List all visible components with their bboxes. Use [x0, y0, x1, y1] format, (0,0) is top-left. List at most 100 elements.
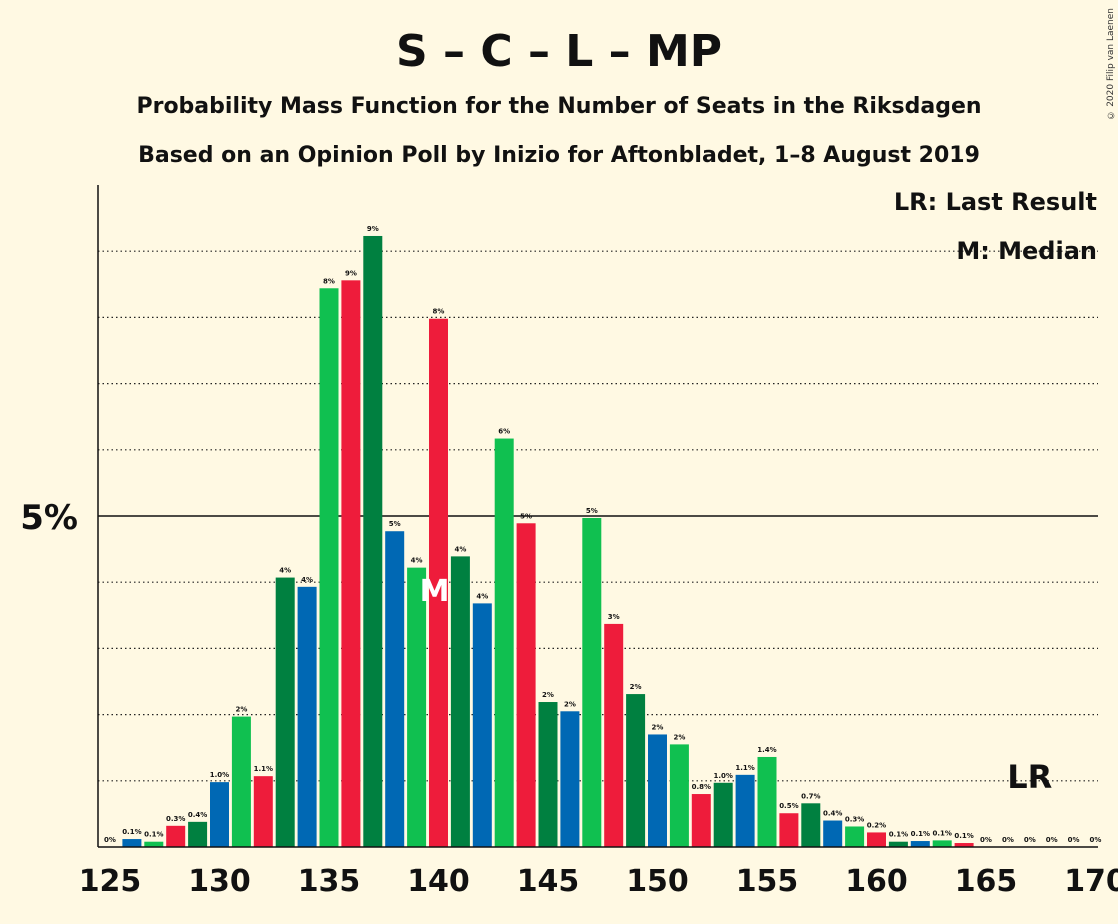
x-tick-label-155: 155 — [736, 864, 799, 899]
last-result-marker: LR — [1007, 758, 1052, 796]
x-tick-label-125: 125 — [79, 864, 142, 899]
data-label-seat-169: 0% — [1068, 836, 1080, 844]
data-label-seat-168: 0% — [1046, 836, 1058, 844]
x-tick-label-140: 140 — [407, 864, 470, 899]
data-label-seat-131: 2% — [235, 706, 247, 714]
bar-seat-138 — [385, 531, 405, 847]
bar-seat-130 — [210, 782, 229, 847]
x-tick-label-170: 170 — [1064, 864, 1118, 899]
bar-seat-135 — [319, 288, 339, 848]
data-label-seat-144: 5% — [520, 512, 532, 520]
chart-title: S – C – L – MP — [396, 26, 722, 77]
data-label-seat-151: 2% — [673, 733, 685, 741]
data-label-seat-170: 0% — [1090, 836, 1102, 844]
bar-seat-143 — [494, 438, 514, 847]
copyright-notice: © 2020 Filip van Laenen — [1106, 8, 1116, 120]
bar-seat-145 — [538, 702, 558, 847]
bar-seat-151 — [669, 744, 689, 847]
median-marker: M — [420, 574, 450, 609]
data-label-seat-129: 0.4% — [188, 811, 207, 819]
data-label-seat-163: 0.1% — [932, 829, 951, 837]
data-label-seat-148: 3% — [608, 613, 620, 621]
bar-seat-154 — [735, 774, 755, 847]
bar-seat-139 — [407, 567, 427, 847]
axes: 125 130 135 140 145 150 155 160 165 170 5% — [20, 185, 1118, 899]
data-label-seat-142: 4% — [476, 592, 488, 600]
data-label-seat-158: 0.4% — [823, 810, 842, 818]
data-label-seat-145: 2% — [542, 691, 554, 699]
bar-seat-158 — [823, 820, 843, 847]
data-label-seat-157: 0.7% — [801, 792, 820, 800]
data-label-seat-140: 8% — [433, 308, 445, 316]
bar-seat-157 — [801, 803, 821, 847]
y-tick-label-5pct: 5% — [20, 498, 78, 538]
bar-seat-142 — [472, 603, 492, 847]
bar-seat-153 — [713, 782, 733, 847]
bar-seat-164 — [954, 843, 974, 847]
bar-seat-141 — [450, 556, 470, 847]
data-label-seat-162: 0.1% — [911, 830, 930, 838]
bar-seat-150 — [648, 734, 667, 847]
x-tick-label-150: 150 — [626, 864, 689, 899]
bar-seat-126 — [122, 839, 142, 847]
x-tick-label-145: 145 — [517, 864, 580, 899]
data-label-seat-149: 2% — [630, 683, 642, 691]
data-label-seat-155: 1.4% — [757, 746, 776, 754]
bar-seat-136 — [341, 280, 361, 847]
data-label-seat-154: 1.1% — [735, 764, 754, 772]
chart-subtitle-2: Based on an Opinion Poll by Inizio for A… — [138, 143, 980, 168]
data-label-seat-127: 0.1% — [144, 831, 163, 839]
chart-subtitle-1: Probability Mass Function for the Number… — [136, 94, 981, 119]
bar-seat-162 — [910, 841, 930, 847]
x-tick-label-135: 135 — [298, 864, 361, 899]
bar-seat-140 — [429, 318, 448, 847]
data-label-seat-137: 9% — [367, 225, 379, 233]
bar-seat-148 — [604, 623, 624, 847]
bar-seat-133 — [275, 577, 295, 847]
data-label-seat-165: 0% — [980, 836, 992, 844]
bar-seat-159 — [845, 826, 865, 847]
x-tick-label-160: 160 — [845, 864, 908, 899]
legend-median: M: Median — [956, 237, 1097, 265]
data-label-seat-141: 4% — [454, 545, 466, 553]
data-label-seat-125: 0% — [104, 836, 116, 844]
data-label-seat-153: 1.0% — [713, 772, 732, 780]
x-tick-label-165: 165 — [955, 864, 1018, 899]
bar-seat-155 — [757, 756, 777, 847]
data-label-seat-160: 0.2% — [867, 821, 886, 829]
bar-seat-152 — [691, 794, 711, 847]
data-label-seat-136: 9% — [345, 269, 357, 277]
data-label-seat-130: 1.0% — [210, 771, 229, 779]
data-label-seat-166: 0% — [1002, 836, 1014, 844]
data-label-seat-150: 2% — [652, 723, 664, 731]
data-label-seat-135: 8% — [323, 277, 335, 285]
markers: M LR — [420, 574, 1053, 796]
data-label-seat-152: 0.8% — [692, 783, 711, 791]
bar-seat-163 — [932, 840, 952, 847]
data-label-seat-133: 4% — [279, 567, 291, 575]
bar-seat-146 — [560, 711, 580, 847]
data-label-seat-167: 0% — [1024, 836, 1036, 844]
x-tick-label-130: 130 — [188, 864, 251, 899]
bar-seat-147 — [582, 517, 602, 847]
bar-seat-132 — [253, 776, 273, 847]
data-label-seat-161: 0.1% — [889, 831, 908, 839]
bar-seat-137 — [363, 235, 383, 847]
data-label-seat-156: 0.5% — [779, 802, 798, 810]
data-label-seat-134: 4% — [301, 576, 313, 584]
bar-seat-161 — [888, 841, 908, 847]
bar-seat-127 — [144, 841, 164, 847]
grid-lines — [98, 250, 1098, 782]
bar-seat-128 — [166, 825, 186, 847]
data-label-seat-126: 0.1% — [122, 828, 141, 836]
bar-seat-160 — [867, 832, 886, 847]
bar-seat-129 — [188, 821, 208, 847]
bars — [122, 235, 974, 848]
bar-seat-134 — [297, 586, 317, 847]
data-labels: 0.1% 0.1%0.3% 0.4%1.0%2%1.1%4%4%8%9%9%5%4%… — [104, 225, 1101, 844]
data-label-seat-139: 4% — [411, 557, 423, 565]
bar-seat-156 — [779, 813, 799, 847]
bar-seat-149 — [626, 694, 646, 847]
